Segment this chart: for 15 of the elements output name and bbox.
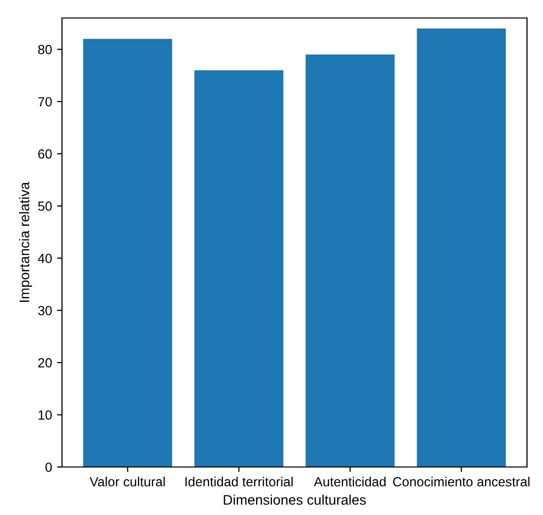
y-tick-label: 0 [45, 462, 52, 472]
x-tick-label: Conocimiento ancestral [393, 476, 530, 486]
y-tick-label: 20 [38, 358, 52, 368]
y-tick-label: 80 [38, 44, 52, 54]
y-axis-title: Importancia relativa [19, 182, 32, 302]
x-axis-title: Dimensiones culturales [224, 494, 366, 505]
y-tick-label: 30 [38, 306, 52, 316]
y-tick-label: 40 [38, 254, 52, 264]
x-tick-label: Valor cultural [90, 476, 165, 486]
y-tick-label: 60 [38, 149, 52, 159]
x-tick-label: Identidad territorial [185, 476, 293, 486]
y-tick-label: 10 [38, 410, 52, 420]
y-tick-label: 70 [38, 97, 52, 106]
x-tick-label: Autenticidad [314, 476, 386, 486]
y-tick-label: 50 [38, 202, 52, 211]
